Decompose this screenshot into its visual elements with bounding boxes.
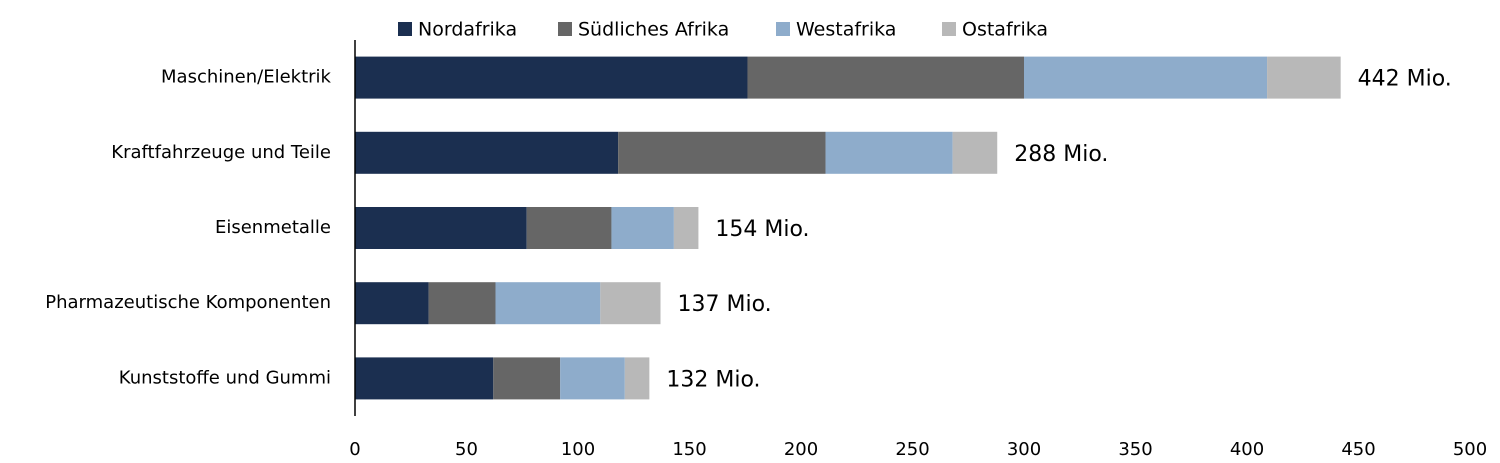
bar-segment [526, 207, 612, 249]
bar-segment [355, 207, 527, 249]
legend-swatch [558, 22, 572, 36]
x-tick-label: 100 [561, 439, 595, 459]
total-label: 154 Mio. [715, 217, 809, 242]
x-tick-label: 500 [1453, 439, 1487, 459]
bar-segment [618, 131, 826, 174]
legend-label: Nordafrika [418, 19, 517, 41]
bar-segment [355, 357, 494, 400]
y-tick-label: Kraftfahrzeuge und Teile [111, 142, 331, 163]
legend-swatch [776, 22, 790, 36]
x-tick-label: 350 [1118, 439, 1152, 459]
total-label: 442 Mio. [1358, 67, 1452, 92]
bar-segment [355, 56, 748, 99]
legend-label: Ostafrika [962, 19, 1048, 41]
x-tick-label: 150 [672, 439, 706, 459]
y-tick-label: Eisenmetalle [215, 217, 331, 238]
total-label: 137 Mio. [678, 292, 772, 317]
bar-segment [428, 282, 496, 325]
x-tick-label: 0 [349, 439, 360, 459]
bar-segment [560, 357, 625, 400]
bar-segment [825, 131, 953, 174]
x-tick-label: 200 [784, 439, 818, 459]
bar-segment [611, 207, 674, 249]
y-tick-label: Maschinen/Elektrik [161, 67, 332, 88]
x-tick-label: 450 [1341, 439, 1375, 459]
legend-swatch [398, 22, 412, 36]
bar-segment [495, 282, 601, 325]
y-tick-label: Kunststoffe und Gummi [119, 367, 331, 388]
bar-segment [1024, 56, 1268, 99]
legend-label: Südliches Afrika [578, 19, 729, 41]
legend-swatch [942, 22, 956, 36]
legend-label: Westafrika [796, 19, 896, 41]
bar-segment [624, 357, 650, 400]
bar-segment [355, 131, 619, 174]
x-tick-label: 50 [455, 439, 478, 459]
y-tick-label: Pharmazeutische Komponenten [45, 292, 331, 313]
bar-segment [493, 357, 561, 400]
total-label: 288 Mio. [1014, 142, 1108, 167]
bar-segment [355, 282, 429, 325]
bar-segment [673, 207, 699, 249]
bar-segment [747, 56, 1024, 99]
total-label: 132 Mio. [666, 367, 760, 392]
x-tick-label: 250 [895, 439, 929, 459]
bar-segment [1267, 56, 1341, 99]
bar-segment [952, 131, 998, 174]
bar-segment [600, 282, 661, 325]
x-tick-label: 400 [1230, 439, 1264, 459]
x-tick-label: 300 [1007, 439, 1041, 459]
